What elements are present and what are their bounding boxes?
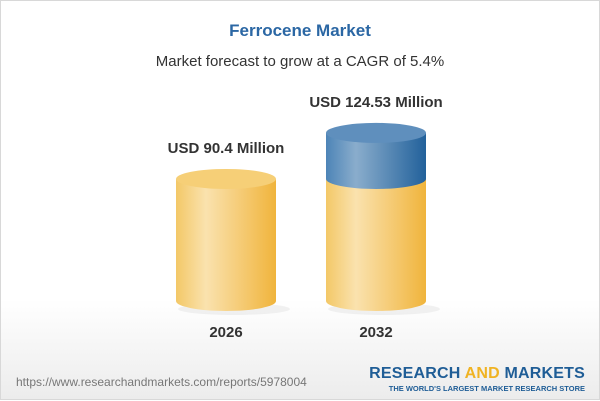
chart-subtitle: Market forecast to grow at a CAGR of 5.4…: [155, 53, 445, 70]
bar-2032-growth-top: [326, 122, 426, 143]
data-label: USD 124.53 Million: [309, 94, 442, 111]
chart-title: Ferrocene Market: [229, 21, 371, 40]
bar-2026-top: [176, 168, 276, 189]
logo-tagline: THE WORLD'S LARGEST MARKET RESEARCH STOR…: [388, 384, 585, 393]
category-label: 2026: [209, 324, 242, 341]
bar-2032-growth-body: [326, 132, 426, 189]
source-url[interactable]: https://www.researchandmarkets.com/repor…: [16, 375, 307, 389]
bar-2032-base-body: [326, 178, 426, 311]
data-label: USD 90.4 Million: [168, 140, 285, 157]
logo: RESEARCH AND MARKETS THE WORLD'S LARGEST…: [369, 365, 585, 393]
category-label: 2032: [359, 324, 392, 341]
bar-2026-body: [176, 178, 276, 311]
